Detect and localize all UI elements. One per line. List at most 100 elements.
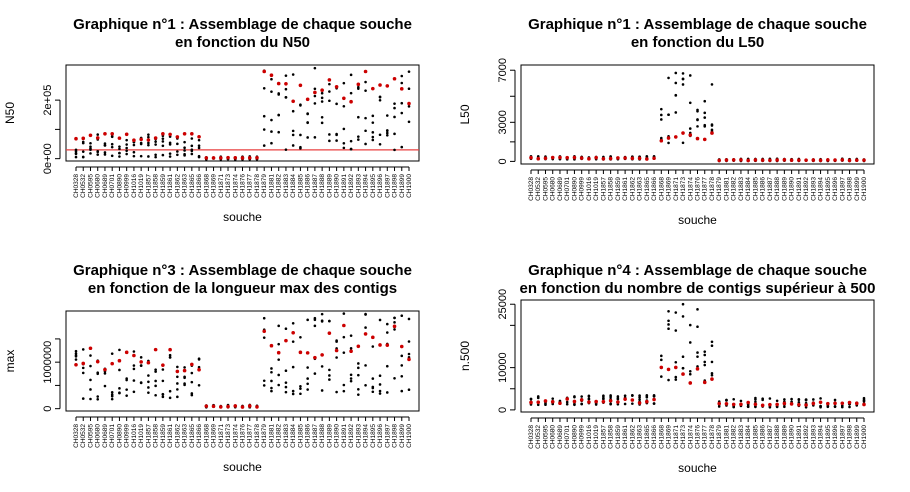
x-tick-label: CH1895 xyxy=(370,174,377,198)
data-point-highlight xyxy=(775,402,779,407)
x-axis-label: souche xyxy=(678,461,717,475)
x-tick-label: CH1877 xyxy=(247,424,254,448)
x-tick-label: CH1868 xyxy=(658,425,665,449)
x-tick-label: CH1876 xyxy=(240,174,247,198)
x-tick-label: CH0680 xyxy=(550,425,557,449)
data-point xyxy=(132,367,136,371)
data-point xyxy=(573,402,576,406)
data-point xyxy=(400,111,404,115)
data-point-highlight xyxy=(247,156,252,160)
data-point-highlight xyxy=(782,158,787,162)
data-point-highlight xyxy=(536,400,541,405)
data-point-highlight xyxy=(211,404,216,409)
x-tick-label: CH1898 xyxy=(392,174,399,198)
data-point-highlight xyxy=(550,155,555,160)
chart-title-line1: Graphique n°4 : Assemblage de chaque sou… xyxy=(528,262,867,279)
data-point-highlight xyxy=(811,158,816,162)
x-tick-label: CH1876 xyxy=(695,177,702,201)
x-tick-label: CH1889 xyxy=(781,425,788,449)
x-tick-label: CH1877 xyxy=(702,425,709,449)
x-tick-label: CH0999 xyxy=(579,177,586,201)
data-point xyxy=(739,399,743,403)
data-point-highlight xyxy=(399,87,404,91)
data-point xyxy=(342,146,346,150)
data-point-highlight xyxy=(645,399,649,404)
x-tick-label: CH1882 xyxy=(731,425,738,449)
data-point-highlight xyxy=(558,155,562,160)
data-point xyxy=(110,145,114,149)
data-point-highlight xyxy=(233,404,238,408)
data-point xyxy=(681,315,685,318)
data-point xyxy=(393,106,396,110)
data-point-highlight xyxy=(789,158,794,162)
data-point xyxy=(667,141,670,145)
data-point xyxy=(385,131,389,135)
y-axis-label: max xyxy=(3,350,17,373)
data-point xyxy=(154,393,157,397)
x-tick-label: CH1888 xyxy=(774,425,781,449)
data-point-highlight xyxy=(616,156,620,160)
data-point xyxy=(89,364,92,368)
data-point-highlight xyxy=(117,136,122,140)
data-point xyxy=(400,101,404,105)
data-point xyxy=(703,360,707,364)
x-tick-label: CH1897 xyxy=(384,424,391,448)
data-point-highlight xyxy=(536,156,541,161)
data-point xyxy=(313,102,317,105)
data-point xyxy=(638,398,641,401)
data-point-highlight xyxy=(320,88,324,93)
data-point-highlight xyxy=(608,399,613,403)
data-point xyxy=(349,91,353,95)
data-point-highlight xyxy=(608,156,613,161)
data-point xyxy=(378,392,382,395)
data-point xyxy=(299,384,302,388)
data-point xyxy=(197,146,201,150)
data-point xyxy=(667,378,670,382)
data-point xyxy=(335,133,338,137)
x-tick-label: CH1019 xyxy=(593,425,600,449)
data-point xyxy=(342,383,346,387)
data-point-highlight xyxy=(132,138,136,143)
data-point xyxy=(536,403,540,407)
x-tick-label: CH0890 xyxy=(571,177,578,201)
data-point xyxy=(385,322,389,326)
x-tick-label: CH1879 xyxy=(716,177,723,201)
data-point xyxy=(299,133,302,137)
data-point xyxy=(320,365,324,368)
x-tick-label: CH1861 xyxy=(167,174,174,198)
data-point xyxy=(154,370,157,373)
x-tick-label: CH1881 xyxy=(723,425,730,449)
data-point xyxy=(103,384,107,388)
data-point xyxy=(262,379,266,383)
x-tick-label: CH0701 xyxy=(109,424,116,448)
data-point xyxy=(862,399,866,402)
data-point-highlight xyxy=(218,156,223,160)
data-point xyxy=(291,389,295,393)
data-point xyxy=(306,388,309,391)
x-tick-label: CH1886 xyxy=(305,424,312,448)
plot-frame xyxy=(65,64,420,162)
data-point-highlight xyxy=(775,158,779,162)
data-point xyxy=(89,148,92,152)
data-point-highlight xyxy=(601,156,606,161)
data-point xyxy=(667,327,670,331)
x-tick-label: CH1878 xyxy=(254,174,261,198)
data-point-highlight xyxy=(543,156,548,161)
x-tick-label: CH1892 xyxy=(348,424,355,448)
data-point xyxy=(306,382,309,386)
data-point-highlight xyxy=(139,137,143,142)
data-point xyxy=(674,378,678,381)
data-point xyxy=(306,112,309,116)
chart-title-line2: en fonction du N50 xyxy=(175,34,310,51)
x-tick-label: CH1858 xyxy=(153,424,160,448)
data-point xyxy=(328,133,331,136)
x-tick-label: CH1863 xyxy=(637,425,644,449)
data-point xyxy=(703,111,707,115)
data-point xyxy=(89,145,92,149)
data-point-highlight xyxy=(753,402,758,407)
data-point xyxy=(565,400,569,404)
data-point-highlight xyxy=(739,158,743,162)
x-tick-label: CH1900 xyxy=(406,424,413,448)
data-point xyxy=(176,382,179,385)
data-point xyxy=(81,348,85,351)
